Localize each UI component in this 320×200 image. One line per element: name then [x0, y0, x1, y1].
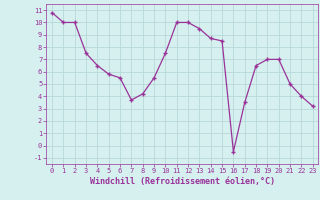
X-axis label: Windchill (Refroidissement éolien,°C): Windchill (Refroidissement éolien,°C) [90, 177, 275, 186]
